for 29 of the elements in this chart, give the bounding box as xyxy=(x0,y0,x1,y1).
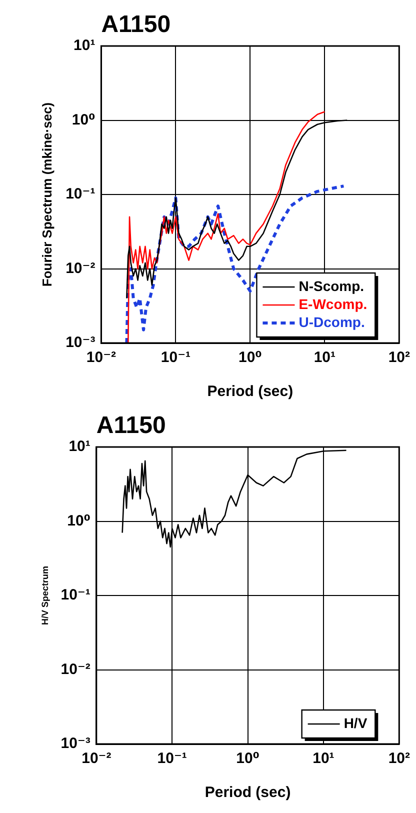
y-tick-label: 10⁰ xyxy=(67,512,90,530)
y-tick-label: 10⁻³ xyxy=(60,735,90,752)
legend-label: E-Wcomp. xyxy=(298,296,368,312)
x-tick-label: 10² xyxy=(388,750,410,768)
x-tick-label: 10⁻¹ xyxy=(160,349,190,366)
y-axis-title: H/V Spectrum xyxy=(40,566,50,626)
y-tick-label: 10¹ xyxy=(68,438,90,456)
y-tick-label: 10¹ xyxy=(74,37,96,54)
x-tick-label: 10⁻¹ xyxy=(157,750,187,768)
y-axis-title: Fourier Spectrum (mkine·sec) xyxy=(39,102,54,287)
y-tick-label: 10⁻² xyxy=(60,660,90,678)
x-tick-label: 10⁰ xyxy=(236,750,260,768)
y-tick-label: 10⁻¹ xyxy=(66,186,96,203)
y-tick-label: 10⁰ xyxy=(72,111,96,128)
x-tick-label: 10² xyxy=(388,349,410,366)
x-tick-label: 10¹ xyxy=(314,349,336,366)
x-tick-label: 10¹ xyxy=(312,750,334,768)
legend-label: H/V xyxy=(344,714,368,731)
y-tick-label: 10⁻² xyxy=(66,260,96,277)
y-tick-label: 10⁻³ xyxy=(66,334,96,352)
chart-title: A1150 xyxy=(101,11,171,38)
x-axis-title: Period (sec) xyxy=(204,784,291,802)
x-axis-title: Period (sec) xyxy=(207,383,294,400)
legend-label: N-Scomp. xyxy=(298,278,364,294)
x-tick-label: 10⁰ xyxy=(238,349,262,366)
x-tick-label: 10⁻² xyxy=(86,349,116,366)
chart-title: A1150 xyxy=(96,412,166,439)
y-tick-label: 10⁻¹ xyxy=(60,586,90,604)
legend-label: U-Dcomp. xyxy=(298,314,365,330)
